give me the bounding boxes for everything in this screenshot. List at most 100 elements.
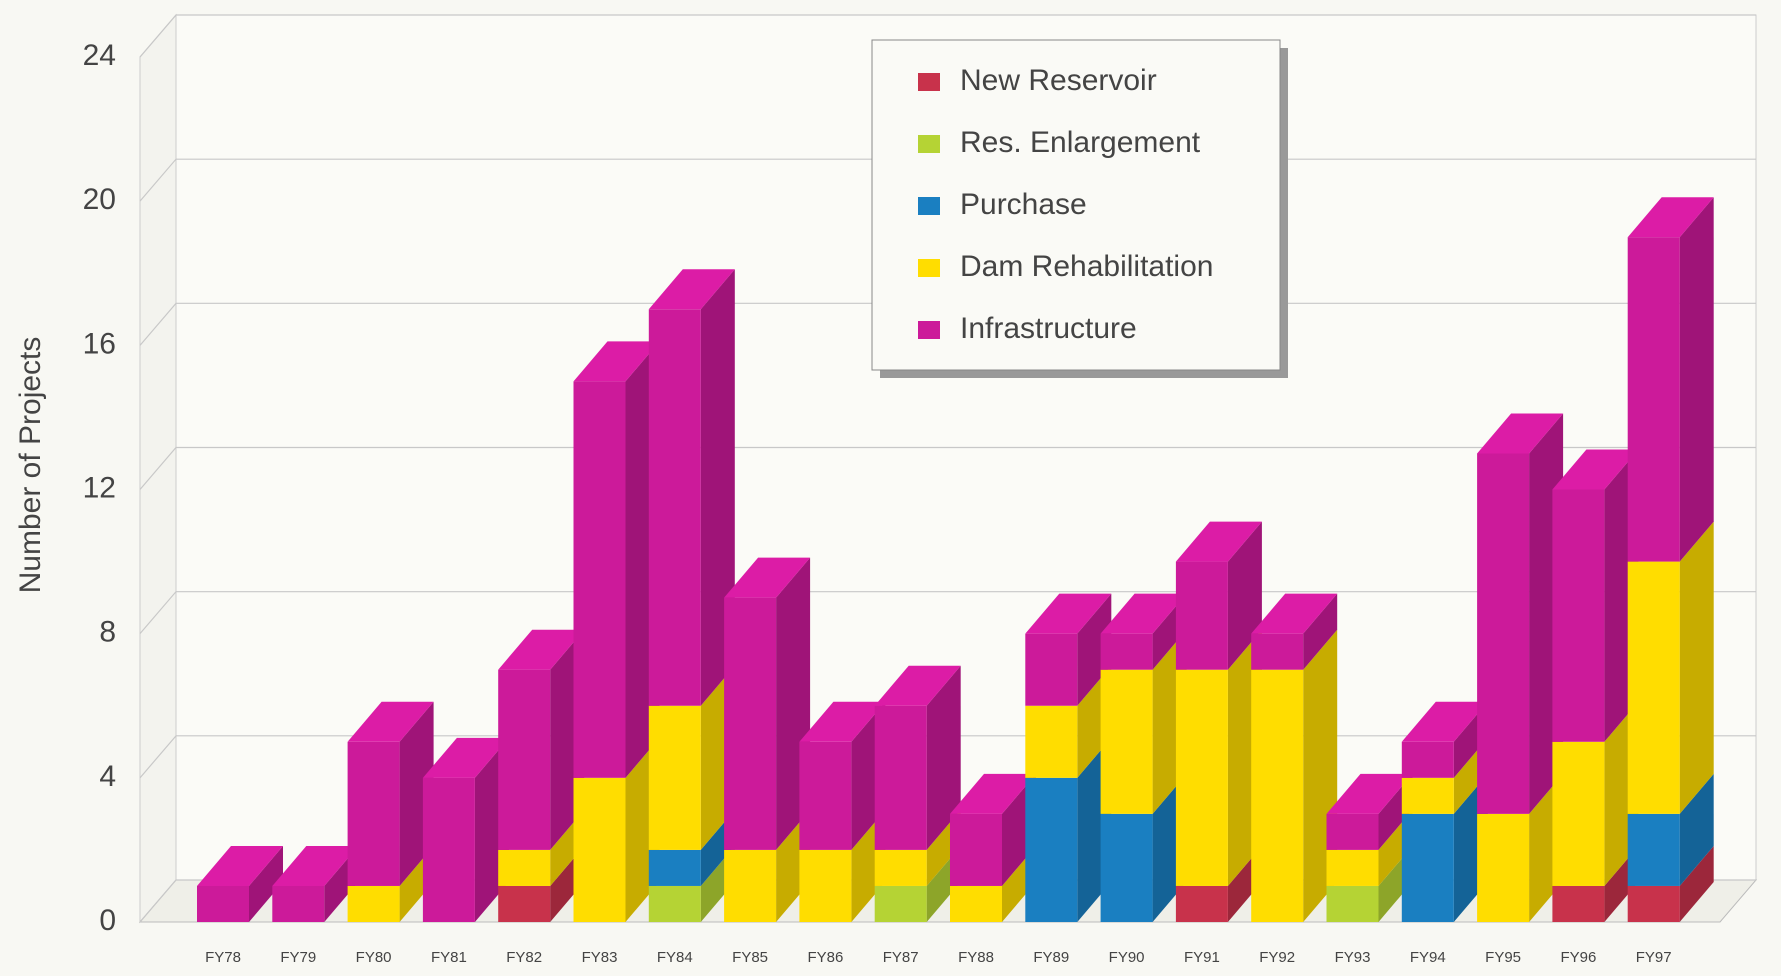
bar-front [498,885,551,922]
x-tick-label: FY85 [732,949,768,966]
x-tick-label: FY87 [883,949,919,966]
x-tick-label: FY83 [582,949,618,966]
bar-front [1100,669,1153,814]
x-tick-label: FY91 [1184,949,1220,966]
bar-segment [1251,593,1338,670]
x-tick-label: FY97 [1636,949,1672,966]
bar-top [724,557,811,598]
x-tick-label: FY81 [431,949,467,966]
x-tick-label: FY96 [1560,949,1596,966]
bar-side [1303,593,1338,670]
bar-side [1077,593,1112,706]
bar-top [950,773,1036,814]
bar-segment [1326,809,1413,886]
bar-front [1627,561,1680,814]
bar-front [950,813,1002,886]
y-tick-label: 20 [83,183,116,216]
bar-segment [1251,629,1338,922]
bar-front [1401,777,1454,814]
bar-side [249,845,283,922]
bar-segment [573,341,660,778]
legend-label: Purchase [960,188,1087,221]
bar-front [1251,669,1304,922]
bar-top [197,845,283,886]
bar-side [1679,521,1714,814]
bar-front [1401,813,1454,922]
bar-front [1175,669,1228,886]
bar-segment [422,737,509,922]
bar-front [1627,237,1680,562]
bar-front [1401,741,1454,778]
grid-line [139,14,1756,58]
bar-segment [1627,845,1714,922]
bar-front [1326,849,1379,886]
bar-segment [1627,197,1714,562]
x-tick-label: FY90 [1109,949,1145,966]
x-tick-label: FY78 [205,949,241,966]
x-tick-label: FY89 [1033,949,1069,966]
x-tick-label: FY92 [1259,949,1295,966]
bar-top [648,269,735,310]
grid-line [139,446,1756,490]
bar-front [1025,633,1078,706]
bar-top [1175,521,1262,562]
bar-front [1251,633,1304,670]
bar-segment [648,269,735,706]
bar-side [1679,773,1714,886]
x-tick-label: FY94 [1410,949,1446,966]
bar-front [799,741,852,850]
y-tick-label: 8 [99,616,116,649]
x-tick-label: FY84 [657,949,693,966]
bar-front [573,381,626,778]
bar-front [874,705,927,850]
bar-front [1552,885,1605,922]
bar-front [498,669,551,850]
bar-top [1477,413,1564,454]
y-tick-label: 16 [83,327,116,360]
bar-front [648,849,701,886]
legend-swatch [918,73,940,91]
bar-top [573,341,660,382]
bar-front [950,885,1002,922]
bar-side [926,665,961,850]
bar-front [1326,885,1379,922]
bar-top [874,665,961,706]
x-tick-label: FY86 [807,949,843,966]
bar-segment [1401,701,1488,778]
bar-top [498,629,585,670]
legend-swatch [918,197,940,215]
bar-segment [1552,449,1639,742]
bar-front [648,885,701,922]
x-tick-label: FY82 [506,949,542,966]
bar-top [272,845,359,886]
bar-front [1477,813,1530,922]
bar-top [1326,773,1413,814]
legend-label: Res. Enlargement [960,126,1201,159]
bar-front [1175,561,1228,670]
bar-segment [1477,413,1564,814]
y-tick-label: 12 [83,471,116,504]
bar-top [1401,701,1488,742]
bar-segment [1552,845,1639,922]
bar-front [1627,885,1680,922]
bar-front [272,885,325,922]
bar-segment [1627,521,1714,814]
bar-segment [347,701,434,886]
bar-top [799,701,886,742]
bar-front [347,885,400,922]
bar-front [799,849,852,922]
bar-segment [724,557,811,850]
y-tick-label: 24 [83,39,116,72]
legend-swatch [918,259,940,277]
legend-swatch [918,135,940,153]
bar-front [724,849,777,922]
bar-front [1100,633,1153,670]
bar-segment [1326,773,1413,850]
y-tick-label: 0 [99,904,116,937]
bar-front [1477,453,1530,814]
bar-side [1679,845,1714,922]
bar-front [1025,705,1078,778]
bar-segment [1025,593,1112,706]
